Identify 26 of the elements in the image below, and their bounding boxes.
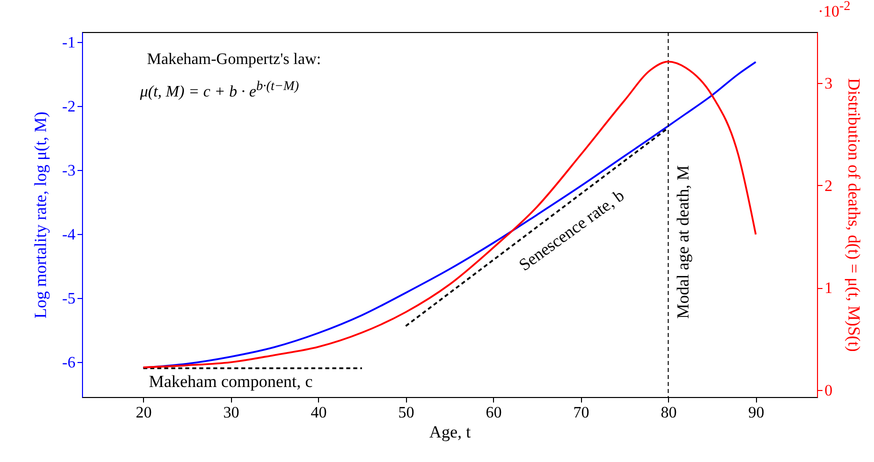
x-tick-label: 90 (748, 404, 764, 422)
text: ·10$^{-2}$ (818, 0, 850, 22)
x-tick-label: 70 (573, 404, 590, 422)
y2-axis-title: Distribution of deaths, d(t) = μ(t, M)S(t) (844, 78, 864, 352)
y2-tick-label: 2 (824, 178, 832, 195)
x-tick-label: 50 (398, 404, 414, 422)
y-tick-label: -2 (62, 98, 76, 116)
annotation: μ(t, M) = c + b · e$^{b·(t−M)}$ (140, 78, 299, 102)
y2-tick-label: 1 (824, 280, 832, 298)
x-axis-title: Age, t (429, 422, 472, 442)
y-axis-title: Log mortality rate, log μ(t, M) (31, 112, 50, 318)
ref-line-label: Modal age at death, M (673, 165, 692, 319)
y2-tick-label: 3 (824, 76, 832, 93)
x-tick-label: 40 (310, 404, 327, 422)
y-tick-label: -6 (62, 354, 76, 372)
x-tick-label: 60 (486, 404, 502, 422)
annotation: Makeham-Gompertz's law: (147, 50, 321, 70)
y-tick-label: -5 (62, 290, 76, 308)
x-tick-label: 30 (223, 404, 240, 422)
x-tick-label: 80 (660, 404, 677, 422)
y-tick-label: -4 (62, 226, 76, 244)
y-tick-label: -1 (62, 34, 76, 52)
y2-tick-label: 0 (824, 382, 832, 400)
x-tick-label: 20 (136, 404, 152, 422)
y-tick-label: -3 (62, 162, 76, 180)
annotation: Makeham component, c (148, 372, 314, 392)
